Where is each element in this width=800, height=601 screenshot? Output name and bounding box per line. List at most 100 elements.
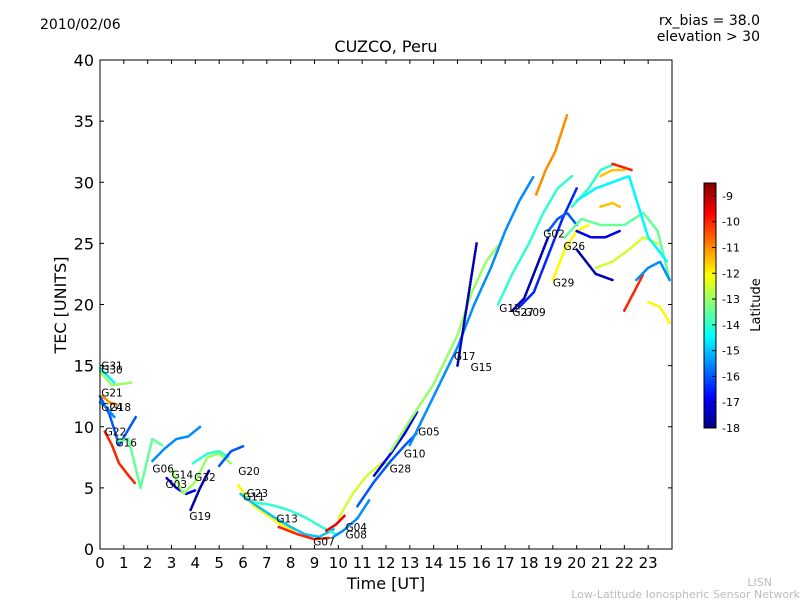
label-g06: G06 bbox=[152, 463, 174, 475]
x-tick-label: 5 bbox=[214, 554, 224, 572]
label-g13: G13 bbox=[276, 513, 298, 525]
parameters-box: rx_bias = 38.0 elevation > 30 bbox=[657, 13, 760, 45]
series-g10 bbox=[356, 431, 419, 508]
series-g22 bbox=[103, 430, 138, 486]
series-g11 bbox=[239, 492, 335, 539]
y-tick-label: 10 bbox=[74, 418, 94, 437]
x-tick-label: 12 bbox=[376, 554, 395, 572]
x-tick-label: 9 bbox=[310, 554, 320, 572]
label-g18: G18 bbox=[110, 402, 131, 414]
y-tick-label: 35 bbox=[74, 112, 94, 131]
colorbar-label: Latitude bbox=[749, 278, 764, 332]
colorbar: -9 -10 -11 -12 -13 -14 -15 -16 -17 -18 Latitude bbox=[703, 182, 764, 435]
x-tick-label: 22 bbox=[615, 554, 634, 572]
label-g14: G14 bbox=[172, 469, 194, 481]
y-tick-label: 30 bbox=[74, 173, 94, 192]
series-g13b bbox=[611, 162, 633, 172]
series-g27 bbox=[510, 236, 550, 312]
elevation-label: elevation > 30 bbox=[656, 29, 760, 45]
colorbar-tick-label: -15 bbox=[722, 345, 740, 358]
x-tick-label: 17 bbox=[496, 554, 515, 572]
label-g21: G21 bbox=[101, 388, 123, 400]
y-tick-label: 40 bbox=[74, 51, 94, 70]
label-g04: G04 bbox=[345, 522, 367, 534]
x-tick-label: 1 bbox=[119, 554, 129, 572]
label-g26: G26 bbox=[564, 241, 586, 253]
label-g16: G16 bbox=[115, 438, 137, 450]
x-axis: 0 1 2 3 4 5 6 7 8 9 10 11 12 13 14 15 16 17 18 19 20 21 22 23 bbox=[95, 60, 658, 572]
series-g14 bbox=[170, 452, 233, 496]
x-tick-label: 10 bbox=[329, 554, 348, 572]
y-axis: 0 5 10 15 20 25 30 35 40 bbox=[74, 51, 672, 559]
colorbar-tick-label: -16 bbox=[722, 370, 740, 383]
series-g06 bbox=[151, 425, 202, 463]
lisn-full-name: Low-Latitude Ionospheric Sensor Network bbox=[571, 588, 800, 601]
label-g02: G02 bbox=[543, 229, 565, 241]
label-g09: G09 bbox=[524, 307, 546, 319]
y-tick-label: 0 bbox=[84, 540, 94, 559]
x-tick-label: 11 bbox=[353, 554, 372, 572]
x-tick-label: 6 bbox=[238, 554, 248, 572]
chart-title: CUZCO, Peru bbox=[334, 37, 438, 56]
series-g23b bbox=[622, 272, 645, 312]
label-g28: G28 bbox=[390, 463, 412, 475]
series-g24b bbox=[646, 300, 671, 325]
series-g09 bbox=[518, 187, 579, 309]
label-g31: G31 bbox=[101, 361, 123, 373]
series-g25b bbox=[599, 168, 626, 178]
series-g02b bbox=[546, 211, 579, 233]
series-g16b bbox=[634, 260, 671, 282]
y-tick-label: 25 bbox=[74, 234, 94, 253]
series-g32 bbox=[191, 449, 230, 465]
colorbar-gradient bbox=[703, 182, 717, 429]
series-g17 bbox=[389, 244, 500, 453]
colorbar-ticks: -9 -10 -11 -12 -13 -14 -15 -16 -17 -18 bbox=[712, 190, 740, 435]
x-tick-label: 19 bbox=[543, 554, 562, 572]
series-g07 bbox=[277, 525, 331, 541]
label-g03: G03 bbox=[166, 479, 188, 491]
x-tick-label: 13 bbox=[400, 554, 419, 572]
series-g20 bbox=[217, 444, 245, 468]
label-g27: G27 bbox=[512, 307, 534, 319]
label-g07: G07 bbox=[313, 537, 335, 549]
series-g13 bbox=[253, 501, 338, 536]
x-tick-label: 14 bbox=[424, 554, 443, 572]
x-tick-label: 8 bbox=[286, 554, 296, 572]
y-tick-label: 15 bbox=[74, 357, 94, 376]
colorbar-tick-label: -10 bbox=[722, 216, 740, 229]
rx-bias-label: rx_bias = 38.0 bbox=[658, 13, 760, 29]
series-g04 bbox=[325, 513, 347, 533]
label-g22: G22 bbox=[105, 427, 127, 439]
series-g26 bbox=[563, 211, 671, 282]
series-g29b bbox=[594, 236, 660, 270]
x-axis-label: Time [UT] bbox=[346, 574, 425, 593]
date-label: 2010/02/06 bbox=[40, 17, 121, 33]
series-g29 bbox=[551, 223, 590, 282]
label-g10: G10 bbox=[404, 449, 426, 461]
series-g15b bbox=[456, 242, 478, 367]
series-g18 bbox=[101, 394, 118, 407]
y-tick-label: 20 bbox=[74, 296, 94, 315]
colorbar-tick-label: -14 bbox=[722, 319, 740, 332]
series-g05 bbox=[372, 410, 419, 477]
label-g19: G19 bbox=[189, 511, 211, 523]
label-g23: G23 bbox=[247, 488, 269, 500]
colorbar-tick-label: -9 bbox=[722, 190, 733, 203]
x-tick-label: 15 bbox=[448, 554, 467, 572]
series-g02 bbox=[534, 113, 569, 196]
label-g20: G20 bbox=[238, 466, 260, 478]
series-g15 bbox=[408, 174, 536, 447]
series-g12 bbox=[496, 174, 574, 306]
label-g05: G05 bbox=[418, 427, 440, 439]
series-layer bbox=[98, 113, 671, 541]
label-g29: G29 bbox=[553, 277, 575, 289]
x-tick-label: 2 bbox=[143, 554, 153, 572]
series-g01b bbox=[575, 229, 621, 239]
label-g12: G12 bbox=[499, 303, 521, 315]
colorbar-tick-label: -18 bbox=[722, 422, 740, 435]
colorbar-tick-label: -13 bbox=[722, 293, 740, 306]
label-g08: G08 bbox=[345, 529, 367, 541]
x-tick-label: 3 bbox=[167, 554, 177, 572]
